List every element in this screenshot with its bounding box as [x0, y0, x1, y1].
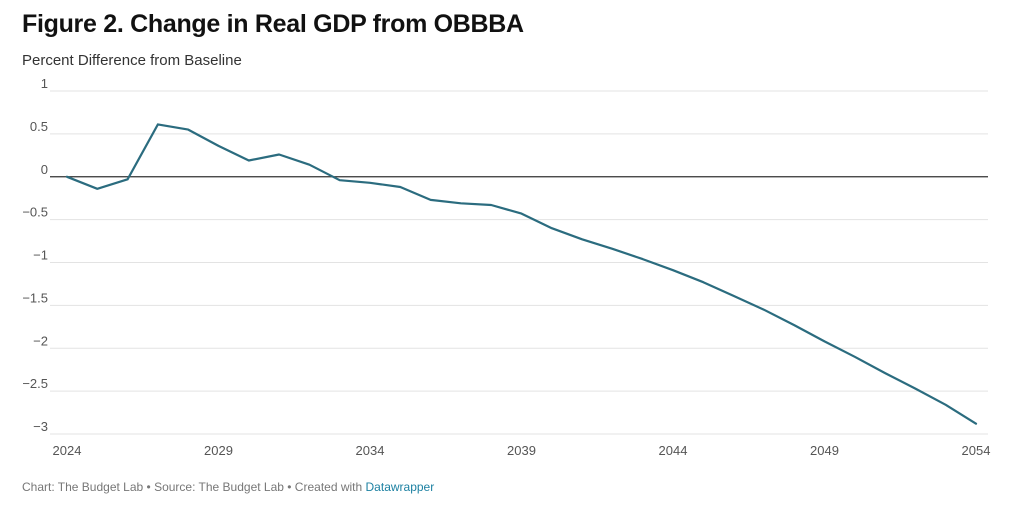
chart-title: Figure 2. Change in Real GDP from OBBBA	[22, 10, 524, 38]
data-point	[611, 248, 613, 250]
data-points	[66, 123, 977, 424]
data-point	[793, 324, 795, 326]
data-point	[248, 159, 250, 161]
footer-credits: Chart: The Budget Lab • Source: The Budg…	[22, 480, 366, 494]
data-point	[642, 258, 644, 260]
x-tick-label: 2034	[356, 443, 385, 458]
gdp-change-line	[65, 123, 978, 425]
data-point	[884, 372, 886, 374]
data-point	[551, 227, 553, 229]
chart-footer: Chart: The Budget Lab • Source: The Budg…	[22, 480, 434, 494]
data-point	[218, 145, 220, 147]
data-point	[945, 404, 947, 406]
data-point	[763, 309, 765, 311]
data-point	[157, 123, 159, 125]
data-point	[278, 153, 280, 155]
data-point	[187, 129, 189, 131]
data-point	[854, 356, 856, 358]
data-point	[672, 269, 674, 271]
y-tick-label: 0	[41, 162, 48, 177]
data-point	[490, 204, 492, 206]
chart-subtitle: Percent Difference from Baseline	[22, 52, 242, 69]
data-point	[66, 176, 68, 178]
gridlines	[50, 90, 988, 435]
line-chart: 1 0.5 0 −0.5 −1 −1.5 −2 −2.5 −3 2024 2029 2034 2039…	[22, 76, 991, 458]
data-point	[824, 340, 826, 342]
y-tick-label: −3	[33, 419, 48, 434]
y-axis-tick-labels: 1 0.5 0 −0.5 −1 −1.5 −2 −2.5 −3	[22, 76, 48, 434]
data-point	[581, 238, 583, 240]
data-point	[369, 182, 371, 184]
data-point	[339, 179, 341, 181]
y-tick-label: −1.5	[22, 290, 48, 305]
data-point	[733, 295, 735, 297]
y-tick-label: 1	[41, 76, 48, 91]
x-tick-label: 2054	[962, 443, 991, 458]
data-point	[399, 186, 401, 188]
x-axis-tick-labels: 2024 2029 2034 2039 2044 2049 2054	[53, 443, 991, 458]
x-tick-label: 2044	[659, 443, 688, 458]
data-point	[702, 281, 704, 283]
data-point	[975, 423, 977, 425]
data-point	[521, 213, 523, 215]
datawrapper-link[interactable]: Datawrapper	[365, 480, 435, 494]
x-tick-label: 2039	[507, 443, 536, 458]
x-tick-label: 2024	[53, 443, 82, 458]
data-point	[430, 199, 432, 201]
data-point	[460, 202, 462, 204]
data-point	[308, 164, 310, 166]
x-tick-label: 2029	[204, 443, 233, 458]
y-tick-label: −1	[33, 248, 48, 263]
y-tick-label: 0.5	[30, 119, 48, 134]
data-point	[914, 388, 916, 390]
data-point	[127, 178, 129, 180]
x-tick-label: 2049	[810, 443, 839, 458]
y-tick-label: −2	[33, 333, 48, 348]
y-tick-label: −0.5	[22, 205, 48, 220]
data-point	[96, 188, 98, 190]
y-tick-label: −2.5	[22, 376, 48, 391]
